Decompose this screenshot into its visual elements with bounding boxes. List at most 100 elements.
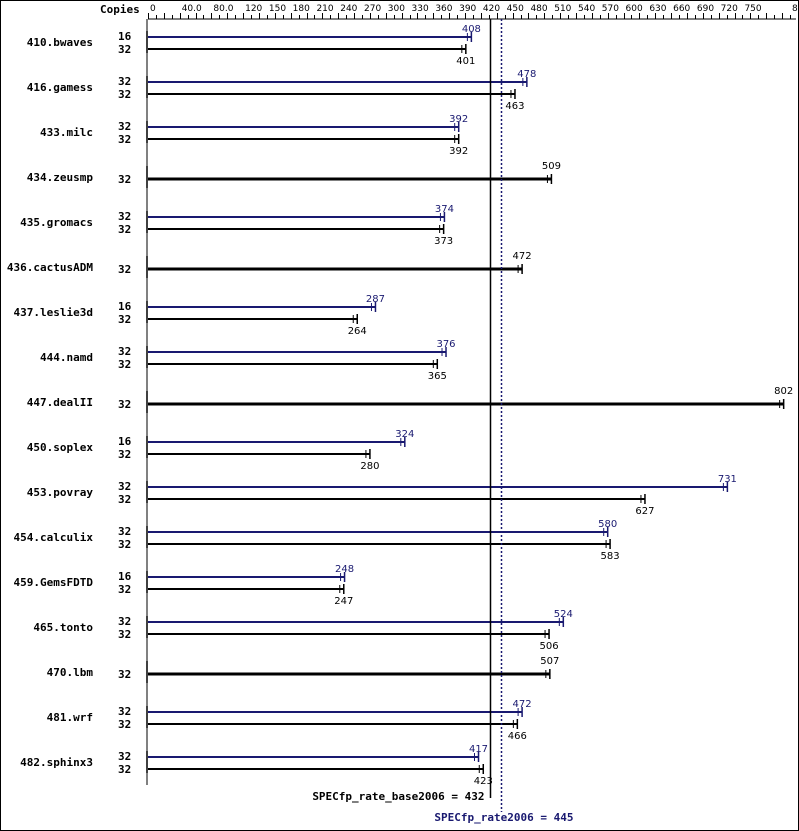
base-value-label: 365 — [428, 371, 447, 382]
benchmark-label: 465.tonto — [33, 621, 93, 634]
base-copies: 32 — [118, 718, 131, 731]
tick-label: 240 — [340, 4, 357, 14]
peak-copies: 32 — [118, 480, 131, 493]
tick-label: 600 — [626, 4, 643, 14]
peak-copies: 32 — [118, 615, 131, 628]
base-copies: 32 — [118, 223, 131, 236]
tick-label: 570 — [602, 4, 619, 14]
base-value-label: 401 — [456, 56, 475, 67]
peak-copies: 32 — [118, 345, 131, 358]
peak-copies: 16 — [118, 435, 132, 448]
tick-label: 750 — [744, 4, 761, 14]
base-copies: 32 — [118, 173, 131, 186]
tick-label: 390 — [459, 4, 476, 14]
tick-label: 510 — [554, 4, 571, 14]
peak-copies: 32 — [118, 75, 131, 88]
peak-copies: 32 — [118, 705, 131, 718]
base-copies: 32 — [118, 628, 131, 641]
peak-copies: 16 — [118, 570, 132, 583]
benchmark-label: 416.gamess — [27, 81, 93, 94]
base-value-label: 247 — [334, 596, 353, 607]
tick-label: 120 — [245, 4, 262, 14]
tick-label: 480 — [530, 4, 547, 14]
tick-label: 690 — [697, 4, 714, 14]
benchmark-label: 481.wrf — [47, 711, 93, 724]
tick-label: 630 — [649, 4, 666, 14]
base-value-label: 507 — [540, 656, 559, 667]
base-value-label: 466 — [508, 731, 527, 742]
base-value-label: 463 — [505, 101, 524, 112]
peak-copies: 32 — [118, 750, 131, 763]
tick-label: 40.0 — [182, 4, 202, 14]
peak-value-label: 472 — [513, 699, 532, 710]
tick-label: 540 — [578, 4, 595, 14]
base-copies: 32 — [118, 763, 131, 776]
peak-value-label: 376 — [436, 339, 455, 350]
peak-copies: 16 — [118, 30, 132, 43]
base-value-label: 264 — [348, 326, 367, 337]
base-copies: 32 — [118, 668, 131, 681]
base-copies: 32 — [118, 448, 131, 461]
benchmark-label: 453.povray — [27, 486, 94, 499]
base-value-label: 280 — [360, 461, 379, 472]
peak-value-label: 580 — [598, 519, 617, 530]
peak-value-label: 374 — [435, 204, 454, 215]
tick-label: 180 — [293, 4, 310, 14]
peak-value-label: 524 — [554, 609, 573, 620]
tick-label: 80.0 — [213, 4, 233, 14]
tick-label: 300 — [388, 4, 405, 14]
peak-reference-label: SPECfp_rate2006 = 445 — [434, 811, 573, 824]
tick-label: 810 — [792, 4, 799, 14]
base-value-label: 506 — [540, 641, 559, 652]
benchmark-label: 444.namd — [40, 351, 93, 364]
peak-value-label: 287 — [366, 294, 385, 305]
peak-copies: 16 — [118, 300, 132, 313]
benchmark-label: 437.leslie3d — [14, 306, 93, 319]
benchmark-label: 470.lbm — [47, 666, 94, 679]
benchmark-label: 434.zeusmp — [27, 171, 94, 184]
base-copies: 32 — [118, 398, 131, 411]
tick-label: 450 — [507, 4, 524, 14]
peak-copies: 32 — [118, 210, 131, 223]
peak-value-label: 324 — [395, 429, 414, 440]
base-value-label: 802 — [774, 386, 793, 397]
peak-value-label: 417 — [469, 744, 488, 755]
base-value-label: 373 — [434, 236, 453, 247]
base-copies: 32 — [118, 538, 131, 551]
benchmark-label: 410.bwaves — [27, 36, 93, 49]
base-copies: 32 — [118, 493, 131, 506]
peak-value-label: 408 — [462, 24, 481, 35]
base-copies: 32 — [118, 313, 131, 326]
tick-label: 270 — [364, 4, 381, 14]
benchmark-label: 433.milc — [40, 126, 93, 139]
base-value-label: 392 — [449, 146, 468, 157]
base-copies: 32 — [118, 43, 131, 56]
benchmark-label: 459.GemsFDTD — [14, 576, 94, 589]
benchmark-label: 435.gromacs — [20, 216, 93, 229]
benchmark-label: 447.dealII — [27, 396, 93, 409]
base-reference-label: SPECfp_rate_base2006 = 432 — [312, 790, 484, 803]
tick-label: 210 — [316, 4, 333, 14]
base-copies: 32 — [118, 358, 131, 371]
base-value-label: 509 — [542, 161, 561, 172]
tick-label: 330 — [412, 4, 429, 14]
tick-label: 660 — [673, 4, 690, 14]
axis-label: Copies — [100, 3, 140, 16]
base-copies: 32 — [118, 263, 131, 276]
peak-value-label: 478 — [517, 69, 536, 80]
base-value-label: 423 — [474, 776, 493, 787]
tick-label: 0 — [150, 4, 156, 14]
base-copies: 32 — [118, 88, 131, 101]
base-value-label: 472 — [513, 251, 532, 262]
peak-copies: 32 — [118, 120, 131, 133]
benchmark-label: 436.cactusADM — [7, 261, 93, 274]
tick-label: 720 — [721, 4, 738, 14]
base-value-label: 583 — [601, 551, 620, 562]
base-copies: 32 — [118, 133, 131, 146]
peak-copies: 32 — [118, 525, 131, 538]
tick-label: 150 — [269, 4, 286, 14]
peak-value-label: 248 — [335, 564, 354, 575]
benchmark-label: 482.sphinx3 — [20, 756, 93, 769]
peak-value-label: 731 — [718, 474, 737, 485]
